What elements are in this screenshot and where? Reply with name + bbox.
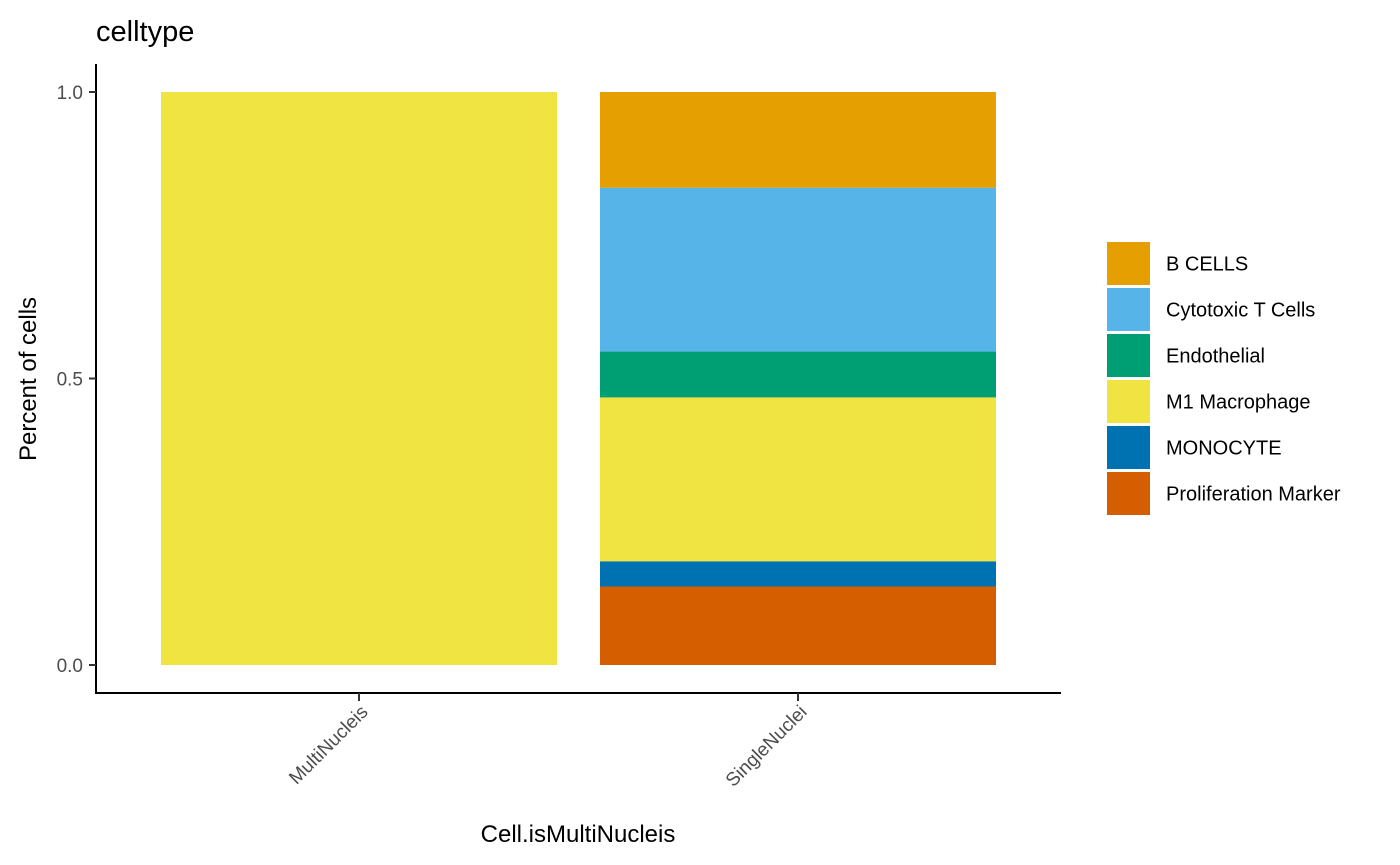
y-ticks-group: 0.0 0.5 1.0 xyxy=(57,83,96,677)
y-axis-title: Percent of cells xyxy=(15,297,42,461)
bar-segment-singlenuclei-m1-macrophage xyxy=(600,397,996,562)
bar-segment-singlenuclei-proliferation-marker xyxy=(600,586,996,665)
legend-label: M1 Macrophage xyxy=(1166,392,1311,414)
y-tick-label: 0.5 xyxy=(57,370,83,391)
legend: B CELLS Cytotoxic T Cells Endothelial M1 Ma… xyxy=(1107,242,1341,515)
bar-segment-singlenuclei-monocyte xyxy=(600,561,996,587)
legend-key xyxy=(1107,472,1150,515)
legend-label: Proliferation Marker xyxy=(1166,484,1341,506)
x-ticks-group: MultiNucleis SingleNuclei xyxy=(285,693,812,792)
legend-key xyxy=(1107,380,1150,423)
x-tick-label: MultiNucleis xyxy=(285,702,372,789)
legend-key xyxy=(1107,334,1150,377)
x-tick-label: SingleNuclei xyxy=(722,702,812,792)
bar-segment-singlenuclei-b-cells xyxy=(600,92,996,188)
legend-label: Endothelial xyxy=(1166,346,1265,368)
y-tick-label: 0.0 xyxy=(57,656,83,677)
legend-label: Cytotoxic T Cells xyxy=(1166,300,1315,322)
legend-key xyxy=(1107,242,1150,285)
legend-label: MONOCYTE xyxy=(1166,438,1282,460)
y-tick-label: 1.0 xyxy=(57,83,83,104)
x-axis-title: Cell.isMultiNucleis xyxy=(481,821,676,848)
bar-segment-singlenuclei-cytotoxic-t-cells xyxy=(600,187,996,352)
chart-title: celltype xyxy=(96,16,194,48)
bars-group xyxy=(161,92,996,665)
bar-segment-singlenuclei-endothelial xyxy=(600,351,996,398)
legend-key xyxy=(1107,288,1150,331)
bar-segment-multinucleis-m1-macrophage xyxy=(161,92,557,665)
legend-label: B CELLS xyxy=(1166,254,1248,276)
legend-key xyxy=(1107,426,1150,469)
